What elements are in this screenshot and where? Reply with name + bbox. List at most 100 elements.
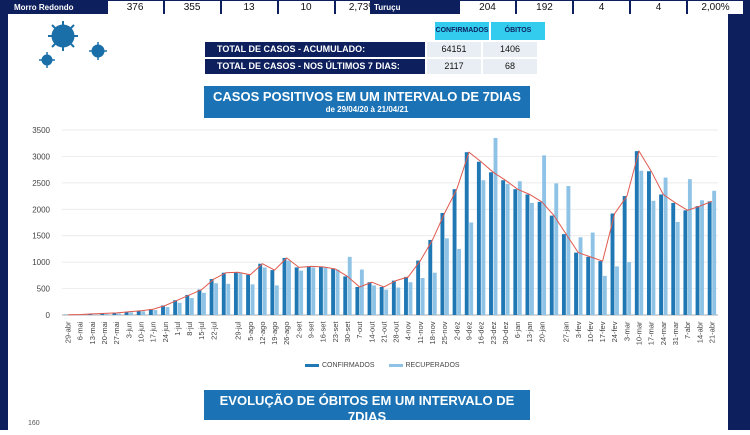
bar-recuperados	[190, 298, 194, 315]
bar-recuperados	[263, 267, 267, 315]
x-tick-label: 20-mai	[100, 321, 109, 344]
bar-recuperados	[396, 288, 400, 315]
bar-recuperados	[615, 266, 619, 315]
bar-recuperados	[202, 293, 206, 315]
x-tick-label: 30-set	[343, 321, 352, 343]
bar-recuperados	[433, 273, 437, 315]
x-tick-label: 9-dez	[464, 321, 473, 340]
x-tick-label: 19-ago	[270, 322, 279, 345]
x-tick-label: 3-jun	[124, 322, 133, 339]
bar-recuperados	[542, 155, 546, 315]
deaths-title-box: EVOLUÇÃO DE ÓBITOS EM UM INTERVALO DE 7D…	[204, 390, 530, 420]
bar-recuperados	[311, 267, 315, 315]
x-tick-label: 23-dez	[489, 321, 498, 344]
bar-recuperados	[214, 283, 218, 315]
bar-confirmados	[696, 206, 700, 315]
bar-recuperados	[117, 313, 121, 315]
legend-label: RECUPERADOS	[406, 362, 460, 369]
bar-recuperados	[445, 238, 449, 315]
x-tick-label: 2-set	[294, 321, 303, 339]
bar-confirmados	[477, 162, 481, 315]
bar-confirmados	[538, 202, 542, 315]
bar-recuperados	[409, 282, 413, 315]
x-tick-label: 17-mar	[647, 321, 656, 345]
bar-confirmados	[222, 273, 226, 315]
x-tick-label: 7-abr	[683, 321, 692, 339]
bar-confirmados	[258, 264, 262, 315]
x-tick-label: 23-set	[331, 321, 340, 343]
bar-recuperados	[105, 314, 109, 315]
x-tick-label: 28-out	[392, 321, 401, 343]
x-tick-label: 6-jan	[513, 322, 522, 339]
bar-recuperados	[469, 223, 473, 316]
bar-confirmados	[198, 290, 202, 315]
bar-recuperados	[676, 222, 680, 315]
bar-confirmados	[598, 261, 602, 315]
x-tick-label: 4-nov	[404, 321, 413, 340]
x-tick-label: 10-fev	[586, 321, 595, 342]
bar-recuperados	[664, 178, 668, 315]
bar-recuperados	[178, 303, 182, 315]
bar-confirmados	[440, 213, 444, 315]
x-tick-label: 17-jun	[149, 322, 158, 343]
bar-confirmados	[647, 171, 651, 315]
bar-recuperados	[421, 278, 425, 315]
x-tick-label: 22-jul	[209, 321, 218, 340]
x-tick-label: 8-jul	[185, 321, 194, 336]
bar-recuperados	[566, 186, 570, 315]
legend-item-recuperados: RECUPERADOS	[389, 362, 460, 369]
bar-confirmados	[355, 287, 359, 315]
bar-recuperados	[627, 262, 631, 315]
bar-recuperados	[323, 267, 327, 315]
bar-recuperados	[518, 181, 522, 315]
x-tick-label: 14-abr	[695, 321, 704, 343]
x-tick-label: 5-ago	[246, 322, 255, 341]
bar-recuperados	[166, 307, 170, 315]
x-tick-label: 13-mai	[88, 321, 97, 344]
bar-confirmados	[283, 258, 287, 315]
deaths-y-tick: 160	[28, 420, 40, 427]
bar-recuperados	[93, 314, 97, 315]
bar-confirmados	[489, 172, 493, 315]
bar-recuperados	[530, 203, 534, 315]
bar-confirmados	[453, 189, 457, 315]
x-tick-label: 9-set	[307, 321, 316, 339]
bar-recuperados	[226, 284, 230, 315]
bar-confirmados	[635, 151, 639, 315]
x-tick-label: 24-jun	[161, 322, 170, 343]
x-tick-label: 31-mar	[671, 321, 680, 345]
x-tick-label: 15-jul	[197, 321, 206, 340]
bar-confirmados	[343, 276, 347, 315]
bar-confirmados	[404, 277, 408, 315]
bar-confirmados	[416, 261, 420, 315]
bar-recuperados	[275, 285, 279, 315]
x-tick-label: 11-nov	[416, 321, 425, 344]
bar-confirmados	[270, 270, 274, 315]
y-tick-label: 2000	[32, 205, 50, 214]
y-tick-label: 1000	[32, 258, 50, 267]
x-tick-label: 29-jul	[234, 321, 243, 340]
deaths-subtitle: de 29/04/20 à 21/04/21	[204, 425, 530, 435]
x-tick-label: 26-ago	[282, 322, 291, 345]
bar-recuperados	[579, 237, 583, 315]
x-tick-label: 24-mar	[659, 321, 668, 345]
bar-recuperados	[153, 310, 157, 315]
y-tick-label: 0	[46, 311, 51, 320]
bar-confirmados	[295, 267, 299, 315]
bar-confirmados	[173, 300, 177, 315]
bar-recuperados	[251, 284, 255, 315]
bar-confirmados	[659, 194, 663, 315]
bar-confirmados	[465, 152, 469, 315]
x-tick-label: 17-fev	[598, 321, 607, 342]
bar-recuperados	[554, 183, 558, 315]
bar-confirmados	[526, 194, 530, 315]
bar-recuperados	[603, 276, 607, 315]
x-tick-label: 7-out	[355, 321, 364, 339]
bar-confirmados	[623, 196, 627, 315]
x-tick-label: 3-mar	[622, 321, 631, 341]
bar-recuperados	[287, 261, 291, 315]
bar-confirmados	[307, 266, 311, 315]
bar-recuperados	[651, 201, 655, 315]
bar-recuperados	[384, 290, 388, 315]
chart-legend: CONFIRMADOS RECUPERADOS	[305, 362, 460, 369]
